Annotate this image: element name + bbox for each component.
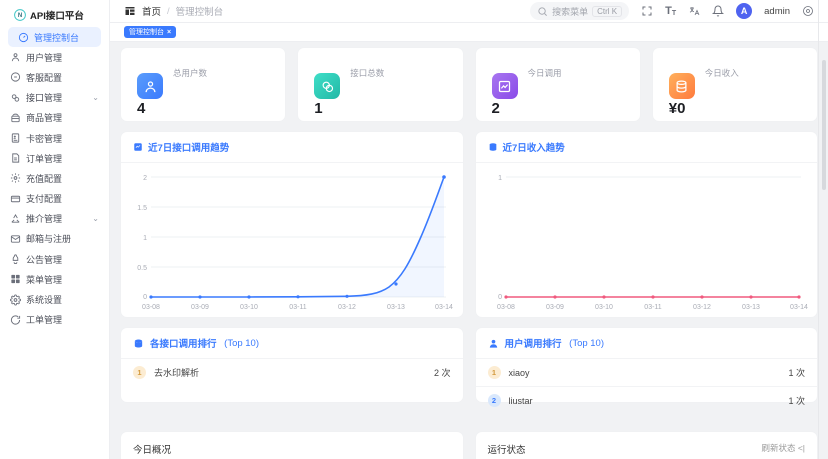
svg-text:03-12: 03-12 xyxy=(338,304,356,311)
svg-text:1: 1 xyxy=(143,235,147,242)
svg-text:N: N xyxy=(18,13,22,19)
svg-text:03-11: 03-11 xyxy=(289,304,306,311)
svg-text:03-12: 03-12 xyxy=(693,304,711,311)
svg-text:03-09: 03-09 xyxy=(191,304,209,311)
svg-text:03-11: 03-11 xyxy=(644,304,661,311)
svg-text:03-08: 03-08 xyxy=(142,304,160,311)
svg-text:03-14: 03-14 xyxy=(435,304,453,311)
svg-text:2: 2 xyxy=(143,175,147,182)
svg-text:03-13: 03-13 xyxy=(387,304,405,311)
svg-text:0: 0 xyxy=(143,294,147,301)
svg-text:03-09: 03-09 xyxy=(546,304,564,311)
svg-text:03-10: 03-10 xyxy=(240,304,258,311)
svg-text:1: 1 xyxy=(498,175,502,182)
svg-text:0: 0 xyxy=(498,294,502,301)
svg-text:03-14: 03-14 xyxy=(790,304,808,311)
svg-text:03-08: 03-08 xyxy=(497,304,515,311)
svg-text:0.5: 0.5 xyxy=(137,265,147,272)
svg-text:03-10: 03-10 xyxy=(595,304,613,311)
svg-text:1.5: 1.5 xyxy=(137,205,147,212)
svg-text:03-13: 03-13 xyxy=(742,304,760,311)
